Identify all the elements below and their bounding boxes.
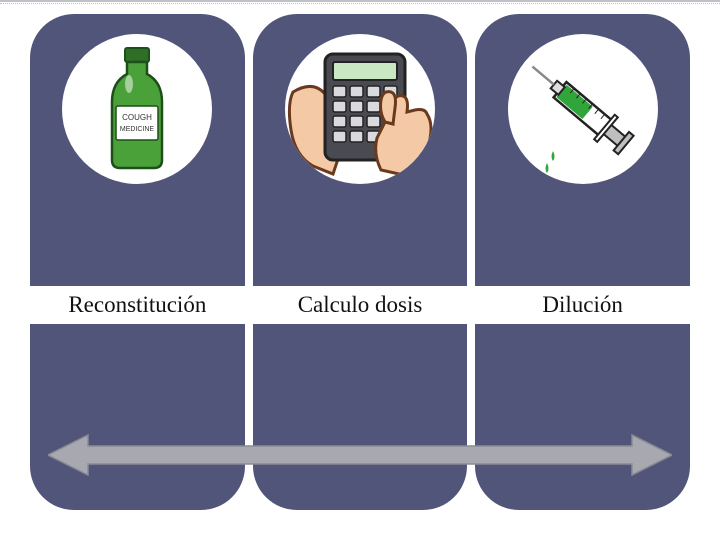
svg-text:COUGH: COUGH	[122, 113, 152, 122]
icon-circle-dilucion	[508, 34, 658, 184]
icon-circle-calculo	[285, 34, 435, 184]
svg-text:MEDICINE: MEDICINE	[120, 126, 155, 133]
top-rule	[0, 0, 720, 4]
label-reconstitucion: Reconstitución	[30, 286, 245, 324]
bottle-icon: COUGH MEDICINE	[82, 44, 192, 174]
card-calculo: Calculo dosis	[253, 14, 468, 510]
label-calculo: Calculo dosis	[253, 286, 468, 324]
card-reconstitucion: COUGH MEDICINE Reconstitución	[30, 14, 245, 510]
icon-circle-reconstitucion: COUGH MEDICINE	[62, 34, 212, 184]
card-dilucion: Dilución	[475, 14, 690, 510]
calculator-icon	[285, 34, 435, 184]
syringe-icon	[513, 39, 653, 179]
card-row: COUGH MEDICINE Reconstitución	[30, 14, 690, 510]
label-dilucion: Dilución	[475, 286, 690, 324]
